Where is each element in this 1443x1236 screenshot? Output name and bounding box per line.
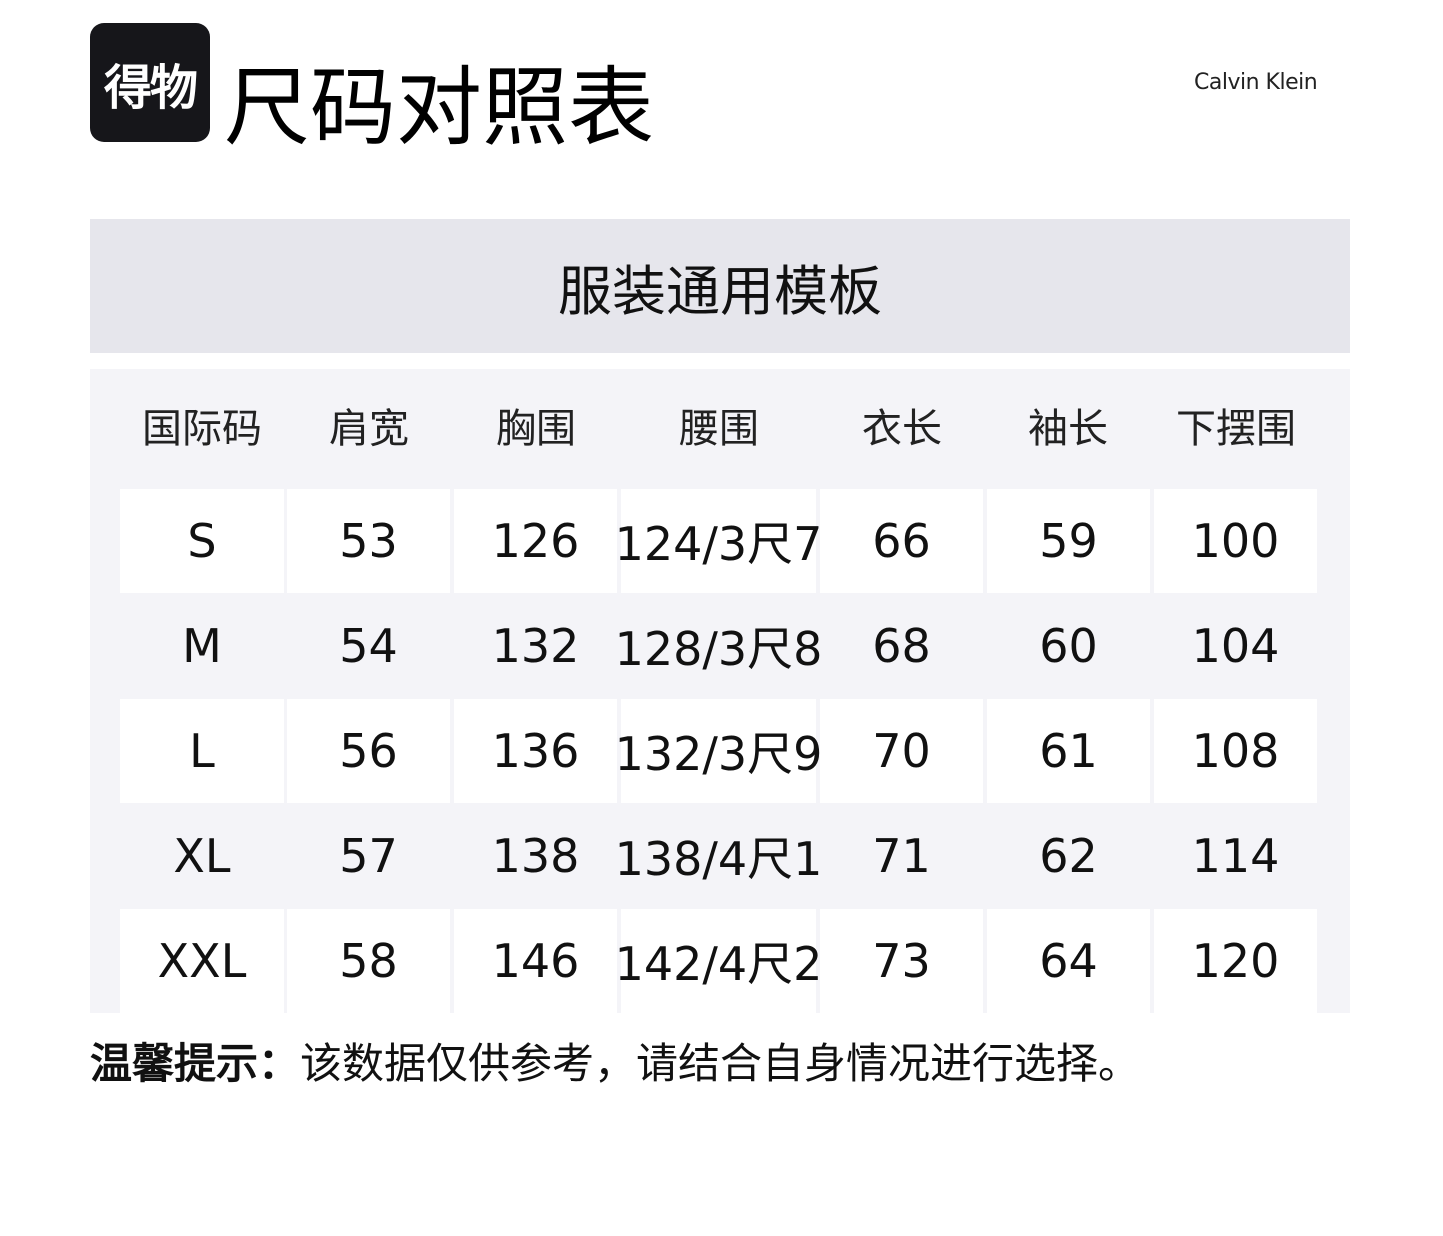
table-cell: 146 — [454, 909, 617, 1013]
table-cell: 132/3尺9 — [615, 699, 822, 803]
dewu-logo: 得物 — [90, 23, 210, 142]
table-cell: 54 — [339, 619, 398, 673]
table-cell: 66 — [820, 489, 983, 593]
column-header: 肩宽 — [329, 406, 409, 452]
page-title: 尺码对照表 — [224, 58, 654, 158]
size-label-cell: XXL — [120, 909, 284, 1013]
table-cell: 124/3尺7 — [615, 489, 822, 593]
table-cell: 58 — [287, 909, 450, 1013]
column-header: 国际码 — [142, 406, 262, 452]
column-header: 胸围 — [496, 406, 576, 452]
footer-label: 温馨提示： — [90, 1039, 301, 1088]
table-cell: 57 — [339, 829, 398, 883]
table-cell: 138/4尺1 — [614, 832, 823, 886]
table-cell: 71 — [872, 829, 931, 883]
table-cell: 142/4尺2 — [615, 909, 822, 1013]
table-cell: 126 — [454, 489, 617, 593]
table-cell: 120 — [1154, 909, 1317, 1013]
column-header: 衣长 — [862, 406, 942, 452]
column-header: 腰围 — [679, 406, 759, 452]
table-cell: 108 — [1154, 699, 1317, 803]
table-cell: 62 — [1039, 829, 1098, 883]
footer-text: 该数据仅供参考，请结合自身情况进行选择。 — [300, 1039, 1141, 1088]
column-header: 下摆围 — [1176, 406, 1296, 452]
table-cell: 70 — [820, 699, 983, 803]
size-label-cell: L — [120, 699, 284, 803]
table-cell: 114 — [1191, 829, 1280, 883]
table-cell: 73 — [820, 909, 983, 1013]
table-cell: 136 — [454, 699, 617, 803]
table-cell: 128/3尺8 — [614, 622, 823, 676]
table-cell: 138 — [491, 829, 580, 883]
table-cell: 61 — [987, 699, 1150, 803]
table-cell: 64 — [987, 909, 1150, 1013]
size-label-cell: M — [182, 619, 222, 673]
brand-name: Calvin Klein — [1194, 70, 1318, 95]
size-table: 国际码 肩宽 胸围 腰围 衣长 袖长 下摆围 S 53 126 124/3尺7 66 59 100 M 54 1… — [90, 369, 1350, 1013]
footer-note: 温馨提示：该数据仅供参考，请结合自身情况进行选择。 — [90, 1030, 1140, 1091]
table-cell: 68 — [872, 619, 931, 673]
table-cell: 104 — [1191, 619, 1280, 673]
table-cell: 59 — [987, 489, 1150, 593]
table-cell: 53 — [287, 489, 450, 593]
table-cell: 56 — [287, 699, 450, 803]
table-cell: 100 — [1154, 489, 1317, 593]
template-title: 服装通用模板 — [90, 219, 1350, 353]
column-header: 袖长 — [1028, 406, 1108, 452]
table-cell: 132 — [491, 619, 580, 673]
size-label-cell: XL — [173, 829, 231, 883]
table-cell: 60 — [1039, 619, 1098, 673]
size-label-cell: S — [120, 489, 284, 593]
